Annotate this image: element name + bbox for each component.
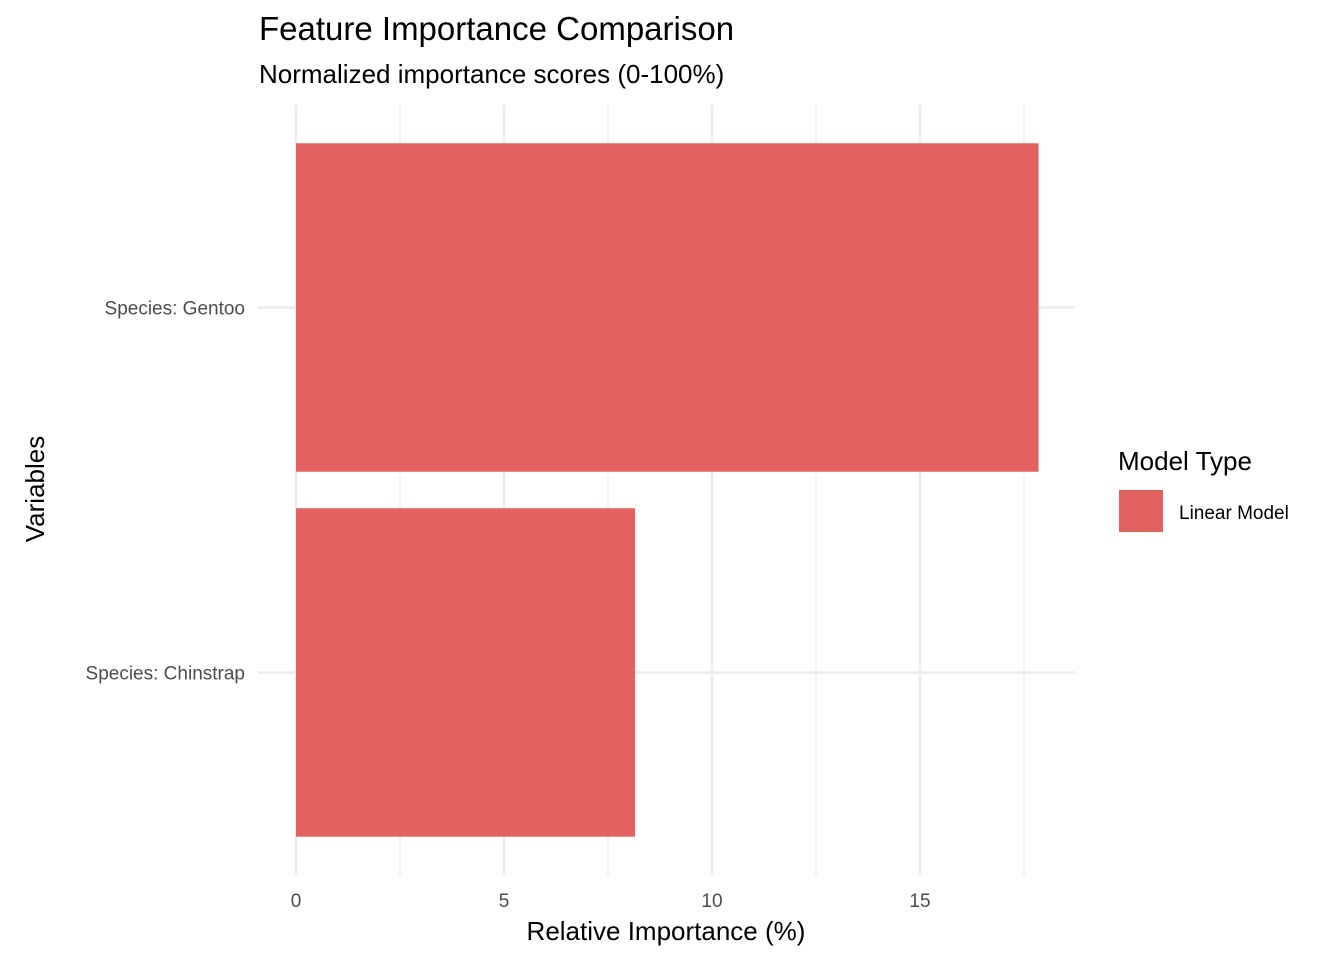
tick-layer: 0 5 10 15 Species: Gentoo Species: Chinstrap: [86, 299, 931, 913]
x-tick-label-15: 15: [909, 891, 930, 912]
x-tick-label-5: 5: [499, 891, 510, 912]
legend-title: Model Type: [1118, 446, 1252, 476]
x-axis-title: Relative Importance (%): [527, 916, 806, 946]
bar-species-chinstrap: [296, 508, 636, 837]
y-tick-label-0: Species: Gentoo: [105, 299, 245, 320]
x-tick-label-10: 10: [701, 891, 722, 912]
legend-key-linear-model: [1119, 490, 1163, 532]
chart-subtitle: Normalized importance scores (0-100%): [259, 59, 724, 89]
bar-layer: [296, 143, 1039, 837]
legend-label-linear-model: Linear Model: [1179, 503, 1289, 524]
legend: Model Type Linear Model: [1118, 446, 1289, 532]
x-tick-label-0: 0: [291, 891, 302, 912]
y-tick-label-1: Species: Chinstrap: [86, 664, 245, 685]
chart-title: Feature Importance Comparison: [259, 10, 734, 47]
y-axis-title: Variables: [20, 436, 50, 542]
bar-species-gentoo: [296, 143, 1039, 472]
